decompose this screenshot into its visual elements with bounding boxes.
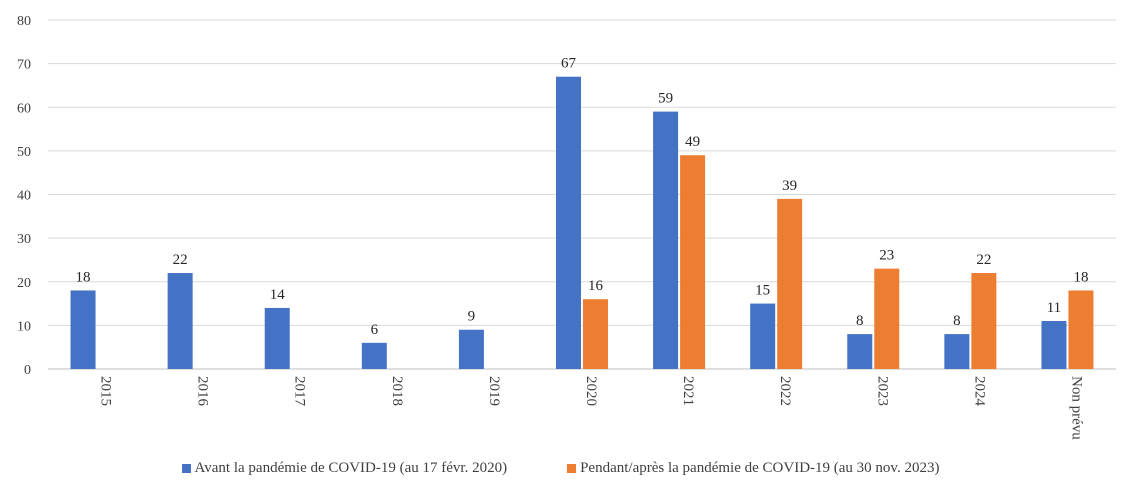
legend-swatch-before xyxy=(181,463,191,473)
data-label-before: 15 xyxy=(755,283,770,299)
y-tick-label: 10 xyxy=(17,319,31,334)
y-tick-label: 70 xyxy=(17,58,31,73)
data-label-before: 18 xyxy=(76,269,91,285)
bar-after xyxy=(583,299,608,369)
data-label-after: 22 xyxy=(976,252,991,268)
legend: Avant la pandémie de COVID-19 (au 17 fév… xyxy=(0,457,1121,479)
bar-before xyxy=(458,329,484,369)
y-tick-label: 20 xyxy=(17,276,31,291)
data-label-after: 49 xyxy=(685,134,700,150)
data-label-before: 67 xyxy=(561,56,577,72)
x-tick-label: 2024 xyxy=(971,376,987,407)
x-tick-label: 2021 xyxy=(680,376,696,406)
x-tick-label: 2019 xyxy=(486,376,502,406)
x-tick-label: 2022 xyxy=(777,376,793,406)
x-tick-label: 2017 xyxy=(292,376,308,407)
bar-before xyxy=(750,303,776,369)
x-tick-label: 2015 xyxy=(98,376,114,406)
bar-before xyxy=(70,290,96,369)
bar-before xyxy=(1041,321,1067,369)
data-label-before: 59 xyxy=(658,91,673,107)
bar-before xyxy=(167,273,193,369)
legend-label-after: Pendant/après la pandémie de COVID-19 (a… xyxy=(580,459,940,476)
x-tick-label: 2020 xyxy=(583,376,599,406)
data-label-before: 9 xyxy=(468,309,476,325)
y-tick-label: 0 xyxy=(24,363,31,378)
bar-chart: 0 10 20 30 40 50 60 70 80 18 2015 22 2016 14 2017 6 2018… xyxy=(17,14,1116,440)
x-tick-label: 2016 xyxy=(195,376,211,407)
data-label-after: 18 xyxy=(1073,269,1088,285)
y-tick-label: 30 xyxy=(17,232,31,247)
bar-after xyxy=(777,198,803,369)
data-label-before: 14 xyxy=(270,287,286,303)
y-tick-label: 50 xyxy=(17,145,31,160)
bar-before xyxy=(653,111,679,370)
legend-item-after: Pendant/après la pandémie de COVID-19 (a… xyxy=(567,457,939,479)
data-label-before: 11 xyxy=(1047,300,1061,316)
x-tick-label: Non prévu xyxy=(1068,376,1084,440)
bar-before xyxy=(361,342,387,369)
data-label-after: 16 xyxy=(588,278,604,294)
bar-before xyxy=(556,76,581,370)
bar-before xyxy=(944,334,970,369)
bar-after xyxy=(1068,290,1094,369)
data-label-before: 8 xyxy=(953,313,961,329)
bar-before xyxy=(847,334,873,369)
y-tick-label: 60 xyxy=(17,101,31,116)
bar-after xyxy=(971,273,997,369)
data-label-after: 39 xyxy=(782,178,797,194)
legend-label-before: Avant la pandémie de COVID-19 (au 17 fév… xyxy=(194,459,508,476)
data-label-before: 6 xyxy=(371,322,379,338)
legend-swatch-after xyxy=(567,463,577,473)
bar-after xyxy=(874,268,900,369)
data-label-before: 8 xyxy=(856,313,864,329)
data-label-before: 22 xyxy=(173,252,188,268)
data-label-after: 23 xyxy=(879,248,894,264)
y-tick-label: 40 xyxy=(17,189,31,204)
x-tick-label: 2018 xyxy=(389,376,405,406)
bar-before xyxy=(264,307,290,369)
legend-item-before: Avant la pandémie de COVID-19 (au 17 fév… xyxy=(181,457,508,479)
x-tick-label: 2023 xyxy=(874,376,890,406)
y-tick-label: 80 xyxy=(17,14,31,29)
bar-after xyxy=(680,155,706,369)
